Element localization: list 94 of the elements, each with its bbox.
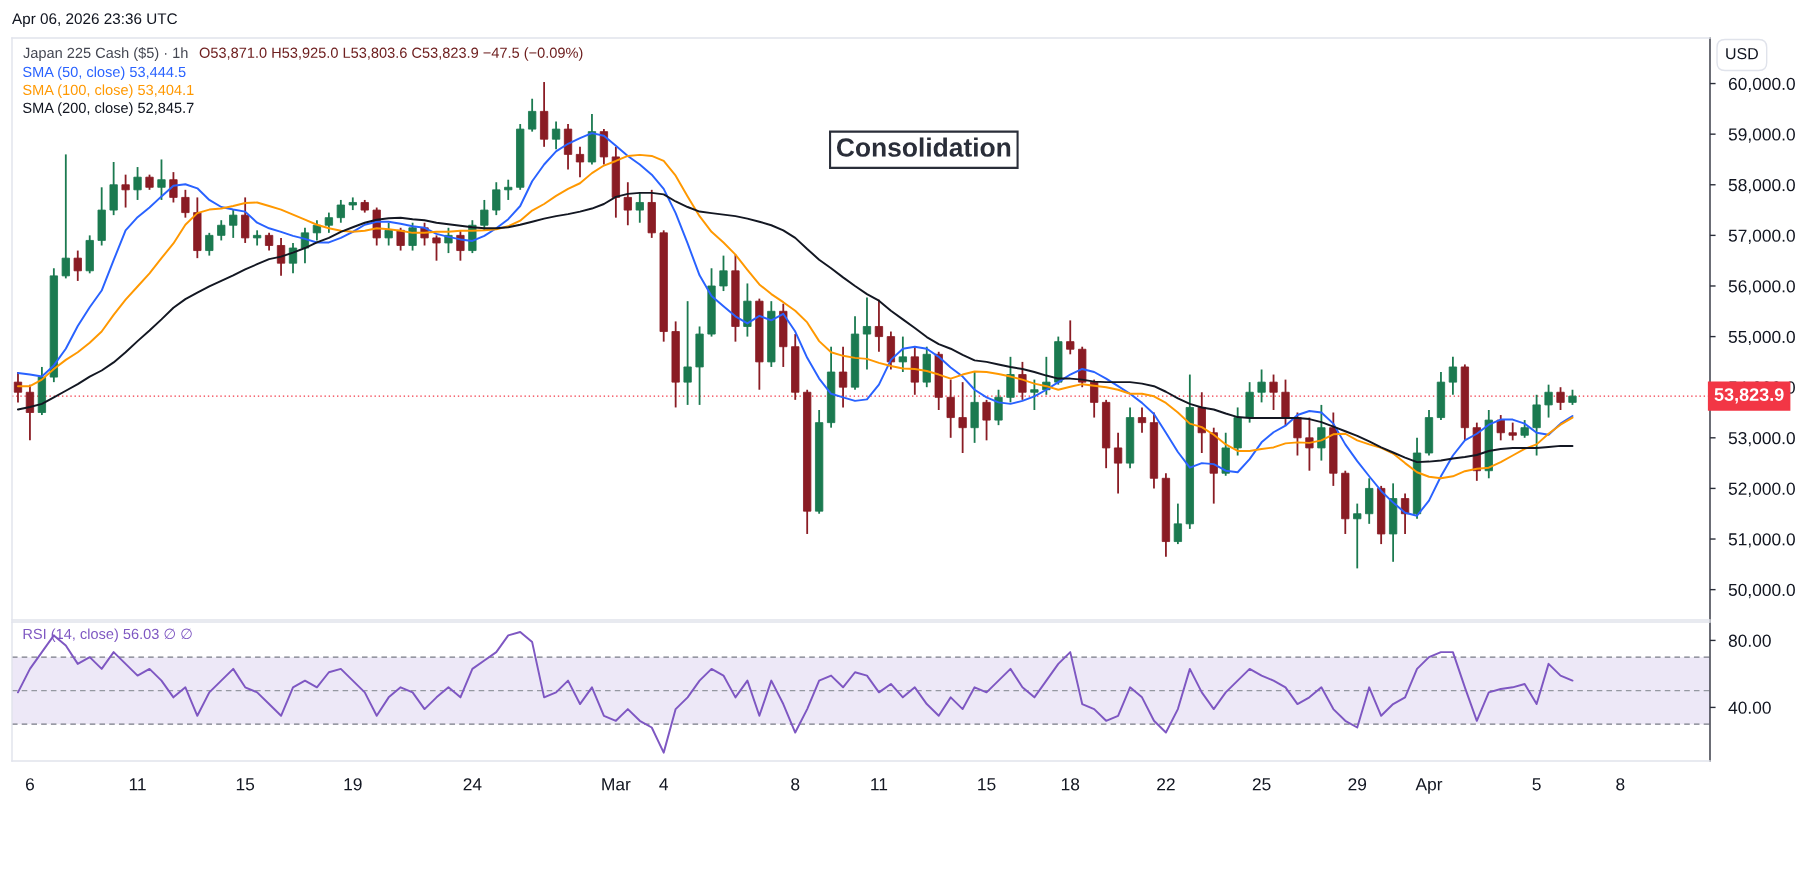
candlestick xyxy=(898,335,907,373)
candlestick xyxy=(623,181,632,227)
x-tick-label: 15 xyxy=(978,778,996,791)
y-tick-label: 40.00 xyxy=(1728,701,1771,714)
candlestick xyxy=(205,231,214,257)
x-tick-label: Mar xyxy=(602,778,631,791)
text: Japan 225 Cash ($5) · 1h xyxy=(23,47,188,61)
candlestick xyxy=(133,166,142,201)
candlestick xyxy=(862,296,872,371)
candlestick xyxy=(1113,431,1123,495)
text: O53,871.0 H53,925.0 L53,803.6 C53,823.9 −47.5 (−0.09%) xyxy=(199,47,583,61)
x-tick-label: 11 xyxy=(129,778,146,791)
candlestick xyxy=(408,221,417,252)
candlestick xyxy=(551,120,561,151)
candlestick xyxy=(1030,378,1039,411)
candlestick xyxy=(324,211,334,234)
y-axis-title: USD xyxy=(1726,47,1758,60)
text: Apr 06, 2026 23:36 UTC xyxy=(12,13,178,28)
x-tick-label: 24 xyxy=(463,778,482,791)
x-tick-label: 11 xyxy=(871,778,888,791)
candlestick xyxy=(1556,386,1565,411)
text: SMA (50, close) 53,444.5 xyxy=(23,66,186,80)
candlestick xyxy=(1532,393,1541,457)
candlestick xyxy=(181,188,190,219)
candlestick xyxy=(1137,406,1147,434)
candlestick xyxy=(1269,373,1278,411)
candlestick xyxy=(528,97,537,133)
y-tick-label: 50,000.0 xyxy=(1728,583,1795,599)
candlestick xyxy=(958,381,967,454)
annotation: Consolidation xyxy=(836,137,1011,157)
candlestick xyxy=(1353,502,1362,570)
candlestick xyxy=(1448,355,1458,396)
text: SMA (100, close) 53,404.1 xyxy=(23,84,194,98)
x-tick-label: 22 xyxy=(1157,778,1175,791)
x-tick-label: Apr xyxy=(1415,778,1443,794)
y-tick-label: 57,000.0 xyxy=(1728,229,1795,244)
candlestick xyxy=(241,196,250,244)
candlestick xyxy=(61,153,70,280)
y-tick-label: 56,000.0 xyxy=(1728,280,1795,295)
candlestick xyxy=(1496,414,1505,442)
candlestick xyxy=(121,173,130,209)
candlestick xyxy=(719,254,728,292)
candlestick xyxy=(1006,355,1015,404)
candlestick xyxy=(336,199,345,224)
candlestick xyxy=(982,398,991,442)
x-tick-label: 25 xyxy=(1252,778,1271,791)
candlestick xyxy=(288,242,298,275)
candlestick xyxy=(683,300,692,406)
candlestick xyxy=(575,145,585,179)
x-tick-label: 15 xyxy=(236,778,255,791)
x-tick-label: 4 xyxy=(659,778,669,791)
candlestick xyxy=(1257,368,1266,404)
candlestick xyxy=(946,378,955,439)
candlestick xyxy=(384,221,393,247)
candlestick xyxy=(635,191,644,224)
candlestick xyxy=(229,209,238,239)
y-tick-label: 53,000.0 xyxy=(1728,431,1795,447)
y-tick-label: 60,000.0 xyxy=(1728,77,1795,93)
y-tick-label: 58,000.0 xyxy=(1728,178,1795,194)
x-tick-label: 29 xyxy=(1348,778,1367,791)
candlestick xyxy=(432,234,441,262)
x-tick-label: 8 xyxy=(1616,778,1625,791)
y-tick-label: 80.00 xyxy=(1728,634,1771,647)
x-tick-label: 8 xyxy=(791,778,800,791)
candlestick xyxy=(157,158,166,201)
candlestick xyxy=(217,219,226,242)
x-tick-label: 6 xyxy=(25,778,34,791)
line-series xyxy=(17,191,1574,464)
x-tick-label: 5 xyxy=(1532,778,1541,791)
candlestick xyxy=(1293,411,1302,457)
candlestick xyxy=(1090,378,1099,419)
x-tick-label: 18 xyxy=(1061,778,1080,791)
y-tick-label: 51,000.0 xyxy=(1728,533,1795,548)
candlestick xyxy=(504,178,513,201)
y-tick-label: 59,000.0 xyxy=(1728,128,1795,143)
y-tick-label: 55,000.0 xyxy=(1728,330,1795,346)
y-tick-label: 52,000.0 xyxy=(1728,482,1795,497)
candlestick xyxy=(169,171,178,204)
x-tick-label: 19 xyxy=(344,778,362,791)
line-series xyxy=(17,132,1574,517)
candlestick xyxy=(13,371,23,404)
candlestick xyxy=(838,345,848,409)
candlestick xyxy=(456,229,465,262)
candlestick xyxy=(73,249,82,282)
candlestick xyxy=(1066,319,1075,356)
text: SMA (200, close) 52,845.7 xyxy=(23,102,194,116)
candlestick xyxy=(492,181,501,217)
candlestick xyxy=(1544,383,1553,419)
candlestick xyxy=(994,388,1003,427)
candlestick xyxy=(396,226,405,252)
series-label: RSI (14, close) 56.03 ∅ ∅ xyxy=(23,628,192,642)
candlestick xyxy=(1173,502,1183,545)
candlestick xyxy=(1317,404,1326,462)
candlestick xyxy=(1018,360,1027,401)
